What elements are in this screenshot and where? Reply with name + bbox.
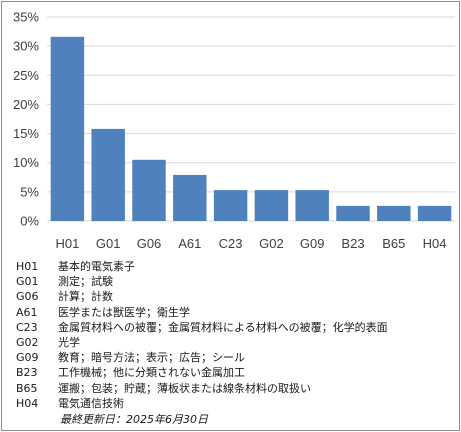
legend-row: C23 金属質材料への被覆；金属質材料による材料への被覆；化学的表面 [16, 320, 456, 335]
y-tick-label: 10% [13, 155, 39, 170]
bar-g01 [91, 128, 125, 221]
legend-description: 計算；計数 [58, 290, 113, 304]
legend-description: 基本的電気素子 [58, 260, 135, 273]
bar-c23 [213, 190, 248, 221]
x-tick-label: A61 [178, 236, 201, 251]
legend-code: G06 [16, 290, 39, 304]
legend-description: 金属質材料への被覆；金属質材料による材料への被覆；化学的表面 [58, 320, 388, 334]
legend-row: G02 光学 [16, 335, 456, 350]
legend-code: C23 [16, 320, 38, 334]
y-tick-label: 35% [13, 10, 39, 25]
x-tick-label: G01 [96, 236, 121, 251]
x-tick-label: H01 [55, 236, 79, 251]
y-tick-label: 30% [13, 39, 39, 54]
x-tick-label: B23 [341, 236, 364, 251]
bar-a61 [173, 174, 207, 221]
y-tick-label: 20% [13, 97, 39, 112]
x-tick-label: G06 [137, 236, 162, 251]
legend-code: G01 [16, 275, 39, 289]
x-tick-label: H04 [423, 236, 447, 251]
bar-g09 [295, 190, 329, 221]
legend-description: 光学 [58, 336, 80, 350]
y-tick-label: 15% [13, 126, 39, 141]
legend-row: G01 測定；試験 [16, 274, 456, 289]
legend-description: 工作機械；他に分類されない金属加工 [58, 366, 245, 380]
bar-h04 [417, 205, 452, 221]
legend-code: H01 [16, 260, 39, 273]
legend-code: G09 [16, 351, 39, 365]
legend-description: 測定；試験 [58, 275, 113, 289]
legend-row: B65 運搬；包装；貯蔵；薄板状または線条材料の取扱い [16, 381, 456, 396]
legend-row: G06 計算；計数 [16, 289, 456, 304]
legend-description: 電気通信技術 [58, 396, 124, 410]
bar-g06 [132, 159, 166, 221]
legend-description: 運搬；包装；貯蔵；薄板状または線条材料の取扱い [58, 381, 311, 395]
x-tick-label: G09 [300, 236, 325, 251]
legend-code: G02 [16, 336, 39, 350]
legend-code: B23 [16, 366, 38, 380]
bars [50, 36, 452, 222]
last-updated-text: 最終更新日：2025年6月30日 [60, 413, 208, 426]
legend-code: H04 [16, 396, 39, 410]
legend-row: H01 基本的電気素子 [16, 259, 456, 274]
bar-b23 [336, 205, 370, 221]
y-tick-label: 25% [13, 68, 39, 83]
legend-description: 教育；暗号方法；表示；広告；シール [58, 351, 245, 365]
bar-h01 [50, 36, 85, 222]
x-tick-label: C23 [219, 236, 243, 251]
y-tick-label: 5% [20, 184, 39, 199]
bar-g02 [254, 190, 289, 221]
x-axis-ticks: H01 G01 G06 A61 C23 G02 G09 B23 B65 H04 [55, 236, 446, 251]
y-tick-label: 0% [20, 214, 39, 229]
legend-code: B65 [16, 381, 38, 395]
legend-row: A61 医学または獣医学；衛生学 [16, 305, 456, 320]
legend-code: A61 [16, 305, 38, 319]
bar-b65 [377, 205, 411, 221]
legend-row: H04 電気通信技術 [16, 396, 456, 411]
x-tick-label: G02 [259, 236, 284, 251]
legend-row: G09 教育；暗号方法；表示；広告；シール [16, 350, 456, 365]
category-legend: H01 基本的電気素子 G01 測定；試験 G06 計算；計数 A61 医学または獣医学；衛生… [16, 259, 456, 411]
legend-description: 医学または獣医学；衛生学 [58, 305, 190, 319]
y-axis-ticks: 0% 5% 10% 15% 20% 25% 30% 35% [13, 10, 39, 229]
x-tick-label: B65 [382, 236, 405, 251]
bar-chart: 0% 5% 10% 15% 20% 25% 30% 35% H01 G01 G06 A61 C23 G0… [13, 10, 455, 251]
legend-row: B23 工作機械；他に分類されない金属加工 [16, 365, 456, 380]
